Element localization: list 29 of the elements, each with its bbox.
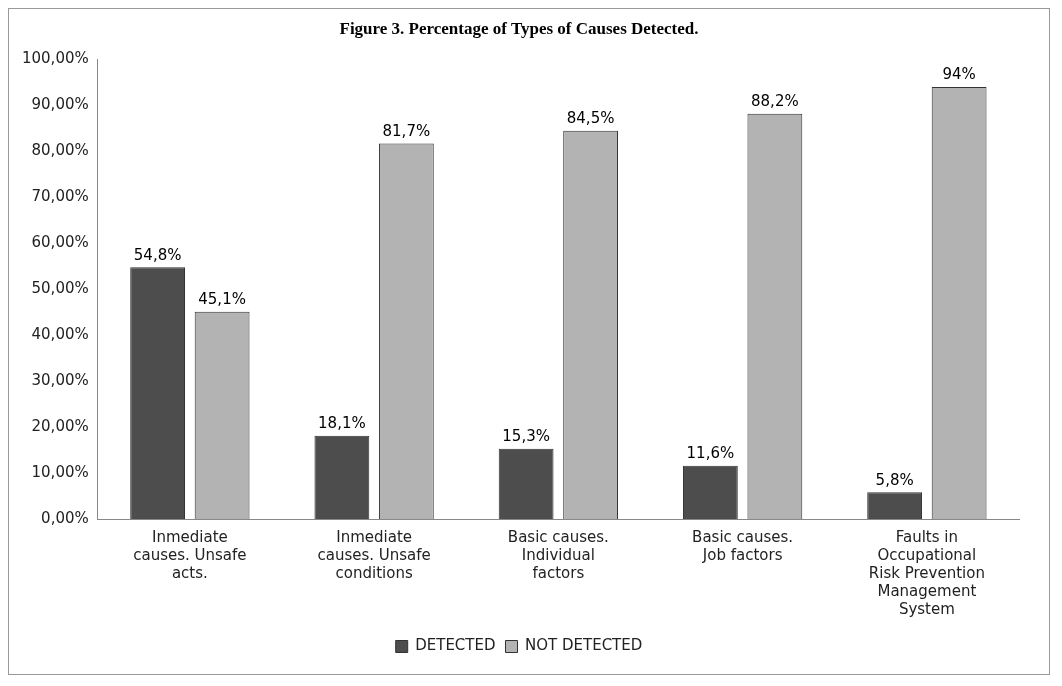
chart-title: Figure 3. Percentage of Types of Causes Detected. — [339, 18, 699, 38]
x-tick-label: Faults in Occupational Risk Prevention Management System — [868, 527, 985, 618]
y-tick-label: 70,00% — [31, 187, 89, 206]
data-label: 81,7% — [382, 121, 431, 140]
data-label: 15,3% — [502, 427, 550, 446]
x-tick-label: Inmediate causes. Unsafe conditions — [317, 527, 431, 582]
y-tick-label: 40,00% — [31, 325, 89, 344]
data-label: 5,8% — [875, 470, 914, 489]
x-tick-label: Basic causes. Individual factors — [507, 527, 609, 582]
y-tick-label: 100,00% — [21, 49, 89, 68]
x-tick-label: Inmediate causes. Unsafe acts. — [133, 527, 247, 582]
data-label: 18,1% — [318, 414, 366, 433]
y-tick-label: 0,00% — [41, 508, 89, 527]
legend-label: NOT DETECTED — [525, 636, 643, 655]
y-tick-label: 90,00% — [31, 95, 89, 114]
y-tick-label: 50,00% — [31, 279, 89, 298]
y-tick-label: 80,00% — [31, 141, 89, 160]
y-tick-label: 60,00% — [31, 233, 89, 252]
legend-label: DETECTED — [415, 636, 496, 655]
data-label: 45,1% — [198, 290, 246, 309]
y-tick-label: 30,00% — [31, 371, 89, 390]
data-label: 84,5% — [566, 109, 615, 128]
data-label: 54,8% — [133, 245, 182, 264]
y-tick-label: 20,00% — [31, 416, 89, 435]
data-label: 88,2% — [751, 92, 799, 111]
y-tick-label: 10,00% — [31, 462, 89, 481]
data-label: 94% — [942, 65, 976, 84]
x-tick-label: Basic causes. Job factors — [692, 527, 794, 564]
data-label: 11,6% — [686, 444, 735, 463]
